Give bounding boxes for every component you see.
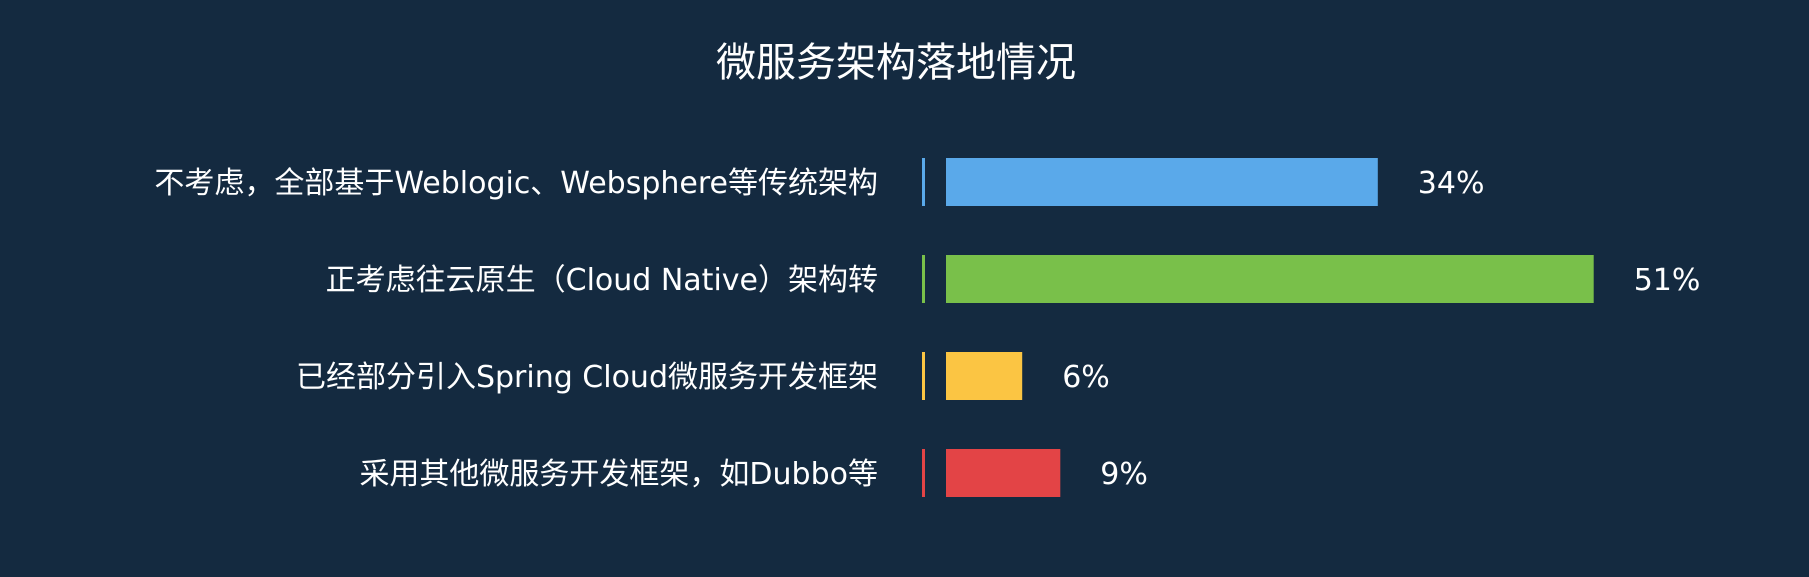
row-marker (922, 255, 925, 303)
value-label: 9% (1100, 457, 1148, 492)
value-label: 34% (1418, 166, 1485, 201)
value-label: 6% (1062, 360, 1110, 395)
row-marker (922, 158, 925, 206)
category-label: 正考虑往云原生（Cloud Native）架构转 (326, 263, 878, 298)
bar (946, 449, 1061, 497)
value-label: 51% (1634, 263, 1701, 298)
category-label: 已经部分引入Spring Cloud微服务开发框架 (296, 360, 878, 395)
category-label: 采用其他微服务开发框架，如Dubbo等 (359, 457, 878, 492)
bars-layer: 不考虑，全部基于Weblogic、Websphere等传统架构 34% 正考虑往云原… (154, 158, 1700, 497)
row-marker (922, 449, 925, 497)
category-label: 不考虑，全部基于Weblogic、Websphere等传统架构 (154, 166, 878, 201)
row-marker (922, 352, 925, 400)
bar (946, 352, 1023, 400)
bar (946, 158, 1378, 206)
chart-title: 微服务架构落地情况 (716, 40, 1076, 86)
bar (946, 255, 1594, 303)
